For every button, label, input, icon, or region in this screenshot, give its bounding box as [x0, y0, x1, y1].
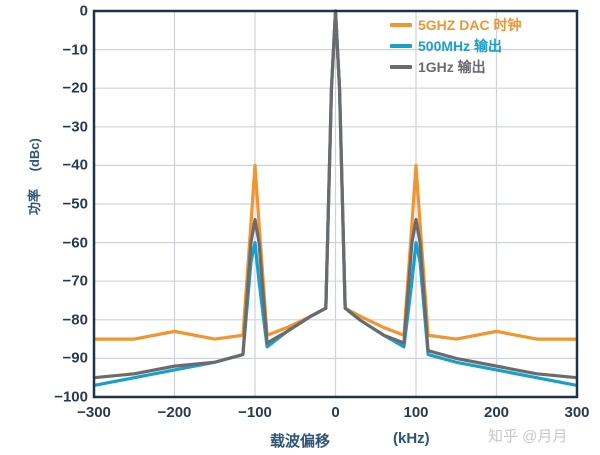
y-axis-label: 功率 (dBc): [24, 138, 43, 215]
y-tick-label: −20: [62, 79, 88, 97]
x-tick-label: −300: [77, 404, 111, 421]
legend-swatch: [390, 43, 412, 48]
x-tick-label: 0: [331, 404, 340, 421]
y-tick-label: −50: [62, 195, 88, 213]
legend-item-dac-clock: 5GHZ DAC 时钟: [390, 14, 521, 35]
x-axis-label-text: 载波偏移: [270, 433, 331, 450]
y-tick-label: −40: [62, 156, 88, 174]
x-tick-label: −100: [238, 404, 272, 421]
x-axis-label-unit: (kHz): [393, 430, 430, 447]
x-tick-label: −200: [157, 404, 192, 421]
y-tick-label: −70: [62, 272, 88, 290]
legend-label: 5GHZ DAC 时钟: [418, 16, 522, 33]
y-tick-label: −100: [54, 388, 88, 406]
legend-label: 1GHz 输出: [418, 58, 486, 75]
y-axis-label-unit: (dBc): [27, 138, 42, 172]
y-tick-label: 0: [79, 2, 88, 20]
y-tick-label: −80: [62, 311, 88, 329]
x-tick-label: 300: [564, 404, 590, 421]
y-tick-label: −60: [62, 234, 88, 252]
y-tick-label: −90: [62, 349, 88, 367]
legend-item-500mhz: 500MHz 输出: [390, 35, 521, 56]
watermark: 知乎 @月月: [488, 428, 568, 445]
legend-item-1ghz: 1GHz 输出: [390, 56, 521, 77]
plot-frame: [92, 9, 579, 399]
x-tick-label: 100: [403, 404, 429, 421]
y-axis-label-text: 功率: [27, 188, 42, 215]
legend-label: 500MHz 输出: [418, 37, 503, 54]
x-tick-label: 200: [483, 404, 510, 421]
legend-swatch: [390, 64, 412, 69]
y-tick-label: −10: [62, 41, 88, 59]
legend-swatch: [390, 22, 412, 27]
y-tick-label: −30: [62, 118, 88, 136]
legend: 5GHZ DAC 时钟 500MHz 输出 1GHz 输出: [390, 14, 521, 77]
